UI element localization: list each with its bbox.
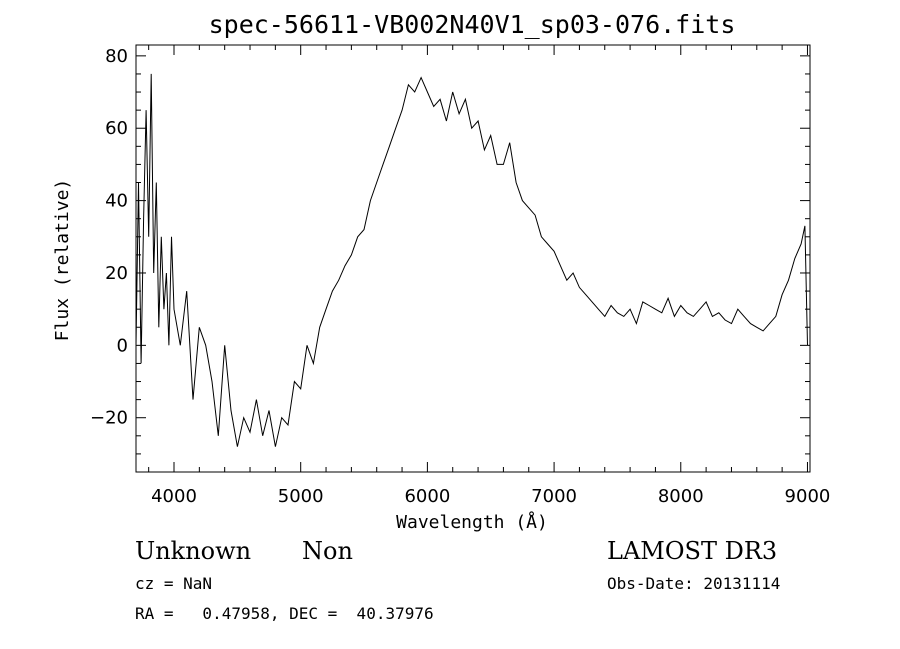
- y-tick-label: 40: [105, 191, 128, 212]
- axis-ticks: [136, 45, 810, 473]
- chart-title: spec-56611-VB002N40V1_sp03-076.fits: [209, 10, 736, 39]
- y-tick-labels: −20 0 20 40 60 80: [90, 46, 128, 429]
- object-subclass: Non: [302, 537, 353, 565]
- y-tick-label: 60: [105, 118, 128, 139]
- y-tick-label: 20: [105, 263, 128, 284]
- y-tick-label: 80: [105, 46, 128, 67]
- x-tick-label: 6000: [404, 486, 450, 507]
- y-tick-label: −20: [90, 408, 128, 429]
- spectrum-line: [135, 73, 808, 447]
- x-tick-label: 8000: [658, 486, 704, 507]
- plot-frame: [135, 44, 811, 473]
- x-tick-label: 5000: [278, 486, 324, 507]
- x-tick-label: 4000: [151, 486, 197, 507]
- ra-dec-coordinates: RA = 0.47958, DEC = 40.37976: [135, 604, 434, 623]
- x-tick-labels: 4000 5000 6000 7000 8000 9000: [151, 486, 830, 507]
- y-tick-label: 0: [117, 335, 128, 356]
- object-class: Unknown: [135, 537, 252, 565]
- x-axis-label: Wavelength (Å): [396, 511, 548, 533]
- observation-date: Obs-Date: 20131114: [607, 574, 781, 593]
- x-tick-label: 7000: [531, 486, 577, 507]
- redshift-cz: cz = NaN: [135, 574, 213, 593]
- survey-release: LAMOST DR3: [607, 537, 778, 565]
- x-tick-label: 9000: [785, 486, 831, 507]
- y-axis-label: Flux (relative): [52, 179, 73, 342]
